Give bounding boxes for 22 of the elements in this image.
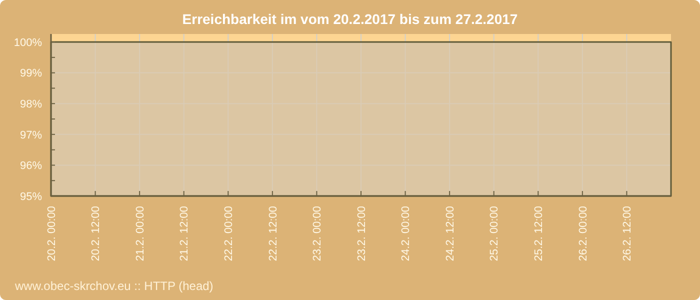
chart-title: Erreichbarkeit im vom 20.2.2017 bis zum 27.2.2017 — [182, 11, 518, 27]
x-tick-label: 23.2. 12:00 — [356, 206, 368, 262]
x-tick-label: 20.2. 12:00 — [90, 206, 102, 262]
y-tick-label: 98% — [20, 98, 42, 110]
x-tick-label: 21.2. 00:00 — [134, 206, 146, 262]
y-tick-label: 100% — [14, 36, 42, 49]
x-tick-label: 26.2. 12:00 — [622, 206, 634, 262]
x-tick-label: 26.2. 00:00 — [577, 206, 590, 262]
x-tick-label: 24.2. 00:00 — [400, 206, 412, 262]
x-tick-label: 20.2. 00:00 — [46, 206, 58, 262]
y-tick-label: 97% — [20, 129, 42, 142]
x-tick-label: 24.2. 12:00 — [444, 206, 456, 262]
x-tick-label: 22.2. 12:00 — [267, 206, 280, 262]
x-tick-label: 22.2. 00:00 — [222, 206, 235, 262]
text: www.obec-skrchov.eu :: HTTP (head) — [14, 279, 214, 293]
y-tick-label: 96% — [20, 160, 42, 172]
x-tick-label: 25.2. 12:00 — [532, 206, 545, 262]
y-tick-label: 99% — [20, 68, 42, 80]
x-tick-label: 23.2. 00:00 — [312, 206, 324, 262]
y-tick-label: 95% — [20, 190, 42, 203]
x-tick-label: 25.2. 00:00 — [488, 206, 501, 262]
x-tick-label: 21.2. 12:00 — [178, 206, 191, 262]
